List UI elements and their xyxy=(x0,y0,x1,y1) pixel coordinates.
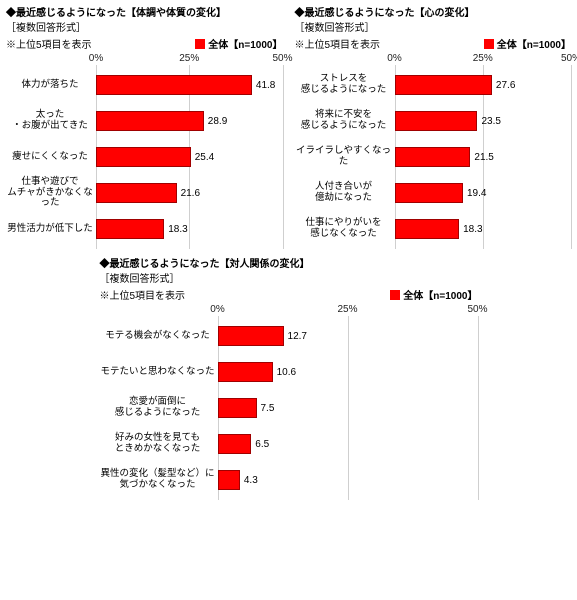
value-label: 19.4 xyxy=(467,188,486,199)
bar xyxy=(96,75,252,95)
bar xyxy=(218,362,273,382)
x-axis-labels: 0%25%50% xyxy=(395,53,572,67)
category-label: ストレスを感じるようになった xyxy=(295,74,395,96)
top-row: ◆最近感じるようになった【体調や体質の変化】［複数回答形式］※上位5項目を表示全… xyxy=(0,0,577,251)
category-label: 体力が落ちた xyxy=(6,80,96,91)
category-label: 痩せにくくなった xyxy=(6,152,96,163)
chart-subtitle: ［複数回答形式］ xyxy=(295,19,572,34)
value-label: 18.3 xyxy=(463,224,482,235)
chart-panel-mental: ◆最近感じるようになった【心の変化】［複数回答形式］ ※上位5項目を表示 全体【n=… xyxy=(289,0,577,251)
bar-row: 体力が落ちた 41.8 xyxy=(6,67,283,103)
bar-row: 好みの女性を見てもときめかなくなった 6.5 xyxy=(100,426,478,462)
chart-panel-interpersonal: ◆最近感じるようになった【対人関係の変化】［複数回答形式］ ※上位5項目を表示 全体… xyxy=(94,251,484,502)
value-label: 21.6 xyxy=(181,188,200,199)
chart-subtitle: ［複数回答形式］ xyxy=(100,270,478,285)
bar-row: イライラしやすくなった 21.5 xyxy=(295,139,572,175)
category-label: 太った・お腹が出てきた xyxy=(6,110,96,132)
chart-panel-physical: ◆最近感じるようになった【体調や体質の変化】［複数回答形式］ ※上位5項目を表示 全… xyxy=(0,0,289,251)
bar-row: 恋愛が面倒に感じるようになった 7.5 xyxy=(100,390,478,426)
x-tick-label: 25% xyxy=(337,304,357,315)
chart-note: ※上位5項目を表示 xyxy=(100,287,186,302)
bar xyxy=(218,326,284,346)
category-label: 仕事にやりがいを感じなくなった xyxy=(295,218,395,240)
chart-subtitle: ［複数回答形式］ xyxy=(6,19,283,34)
value-label: 10.6 xyxy=(277,367,296,378)
bar-row: モテる機会がなくなった 12.7 xyxy=(100,318,478,354)
legend-swatch-icon xyxy=(390,290,400,300)
legend-label: 全体【n=1000】 xyxy=(208,36,282,51)
bar xyxy=(218,434,252,454)
category-label: モテる機会がなくなった xyxy=(100,331,218,342)
category-label: イライラしやすくなった xyxy=(295,146,395,168)
category-label: 好みの女性を見てもときめかなくなった xyxy=(100,433,218,455)
category-label: 人付き合いが億劫になった xyxy=(295,182,395,204)
category-label: 男性活力が低下した xyxy=(6,224,96,235)
bar-row: モテたいと思わなくなった 10.6 xyxy=(100,354,478,390)
value-label: 21.5 xyxy=(474,152,493,163)
bar xyxy=(96,219,164,239)
bar-row: 痩せにくくなった 25.4 xyxy=(6,139,283,175)
category-label: モテたいと思わなくなった xyxy=(100,367,218,378)
value-label: 25.4 xyxy=(195,152,214,163)
x-tick-label: 50% xyxy=(272,53,292,64)
x-tick-label: 25% xyxy=(179,53,199,64)
x-tick-label: 50% xyxy=(467,304,487,315)
legend-label: 全体【n=1000】 xyxy=(403,287,477,302)
value-label: 41.8 xyxy=(256,80,275,91)
legend-swatch-icon xyxy=(484,39,494,49)
bar xyxy=(395,111,478,131)
bar-row: 太った・お腹が出てきた 28.9 xyxy=(6,103,283,139)
bar xyxy=(395,75,492,95)
category-label: 恋愛が面倒に感じるようになった xyxy=(100,397,218,419)
category-label: 将来に不安を感じるようになった xyxy=(295,110,395,132)
value-label: 27.6 xyxy=(496,80,515,91)
chart-title: ◆最近感じるようになった【対人関係の変化】 xyxy=(100,255,478,270)
x-axis-labels: 0%25%50% xyxy=(96,53,283,67)
x-tick-label: 25% xyxy=(473,53,493,64)
x-tick-label: 0% xyxy=(89,53,103,64)
category-label: 異性の変化（髪型など）に気づかなくなった xyxy=(100,469,218,491)
x-tick-label: 50% xyxy=(561,53,577,64)
chart-legend: 全体【n=1000】 xyxy=(195,36,282,51)
legend-swatch-icon xyxy=(195,39,205,49)
bar-row: 仕事や遊びでムチャがきかなくなった 21.6 xyxy=(6,175,283,211)
chart-legend: 全体【n=1000】 xyxy=(390,287,477,302)
bar xyxy=(96,183,177,203)
value-label: 28.9 xyxy=(208,116,227,127)
category-label: 仕事や遊びでムチャがきかなくなった xyxy=(6,177,96,210)
bar xyxy=(395,183,463,203)
value-label: 18.3 xyxy=(168,224,187,235)
chart-title: ◆最近感じるようになった【体調や体質の変化】 xyxy=(6,4,283,19)
x-tick-label: 0% xyxy=(210,304,224,315)
value-label: 7.5 xyxy=(261,403,275,414)
x-tick-label: 0% xyxy=(387,53,401,64)
chart-note: ※上位5項目を表示 xyxy=(295,36,381,51)
value-label: 23.5 xyxy=(481,116,500,127)
value-label: 6.5 xyxy=(255,439,269,450)
chart-title: ◆最近感じるようになった【心の変化】 xyxy=(295,4,572,19)
chart-legend: 全体【n=1000】 xyxy=(484,36,571,51)
bar xyxy=(395,147,471,167)
bar xyxy=(218,470,240,490)
chart-note: ※上位5項目を表示 xyxy=(6,36,92,51)
legend-label: 全体【n=1000】 xyxy=(497,36,571,51)
bar-row: 人付き合いが億劫になった 19.4 xyxy=(295,175,572,211)
value-label: 12.7 xyxy=(288,331,307,342)
bar xyxy=(395,219,460,239)
bar-row: 男性活力が低下した 18.3 xyxy=(6,211,283,247)
x-axis-labels: 0%25%50% xyxy=(218,304,478,318)
bar-row: ストレスを感じるようになった 27.6 xyxy=(295,67,572,103)
bar xyxy=(218,398,257,418)
bar-row: 将来に不安を感じるようになった 23.5 xyxy=(295,103,572,139)
bar-row: 仕事にやりがいを感じなくなった 18.3 xyxy=(295,211,572,247)
bar xyxy=(96,111,204,131)
bar-row: 異性の変化（髪型など）に気づかなくなった 4.3 xyxy=(100,462,478,498)
value-label: 4.3 xyxy=(244,475,258,486)
bar xyxy=(96,147,191,167)
